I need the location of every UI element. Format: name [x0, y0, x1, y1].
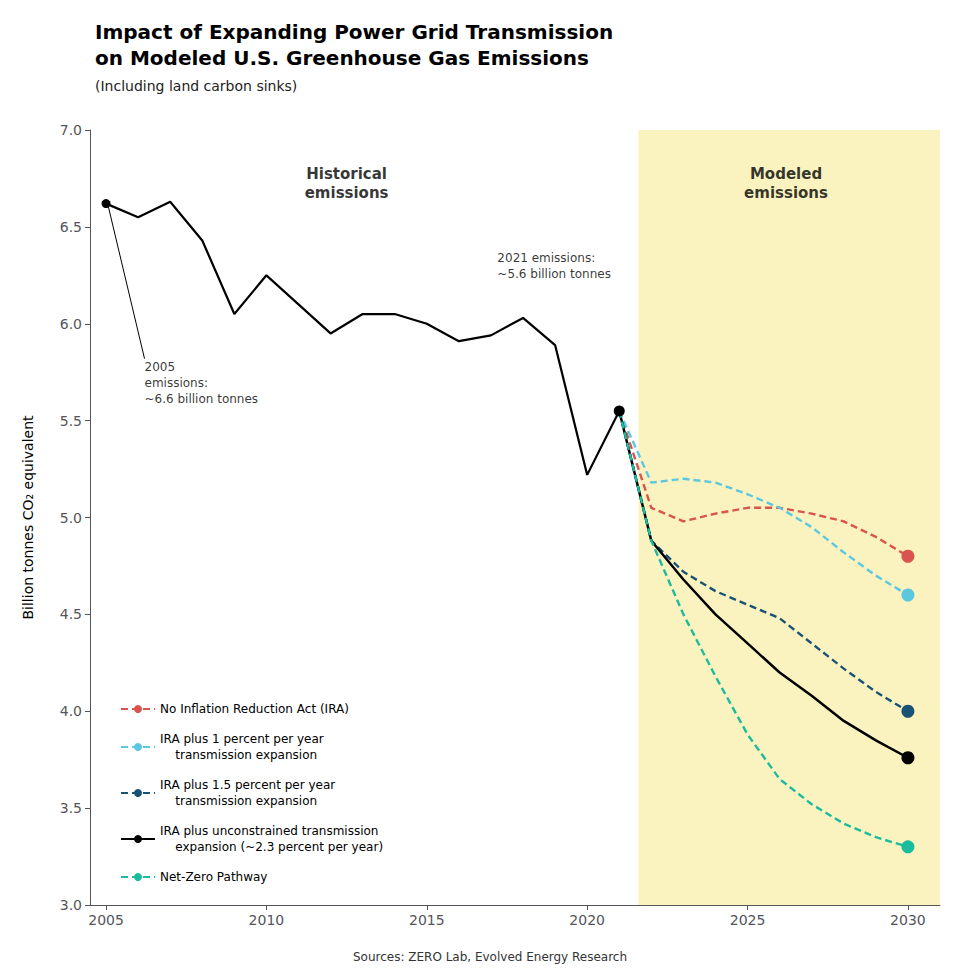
svg-text:Historical: Historical: [306, 165, 387, 183]
svg-text:2010: 2010: [249, 912, 285, 928]
svg-text:transmission expansion: transmission expansion: [160, 794, 317, 808]
svg-text:emissions: emissions: [744, 184, 828, 202]
svg-text:Sources: ZERO Lab, Evolved Ene: Sources: ZERO Lab, Evolved Energy Resear…: [353, 950, 627, 964]
svg-text:Net-Zero Pathway: Net-Zero Pathway: [160, 870, 267, 884]
svg-text:2005: 2005: [145, 360, 176, 374]
svg-text:2020: 2020: [569, 912, 605, 928]
svg-text:expansion (~2.3 percent per ye: expansion (~2.3 percent per year): [160, 840, 383, 854]
svg-text:6.5: 6.5: [60, 219, 82, 235]
svg-text:2021 emissions:: 2021 emissions:: [497, 251, 595, 265]
svg-text:3.5: 3.5: [60, 800, 82, 816]
svg-text:on Modeled U.S. Greenhouse Gas: on Modeled U.S. Greenhouse Gas Emissions: [95, 46, 589, 70]
svg-text:Billion tonnes CO₂ equivalent: Billion tonnes CO₂ equivalent: [20, 415, 36, 620]
svg-text:5.0: 5.0: [60, 510, 82, 526]
svg-text:IRA plus unconstrained transmi: IRA plus unconstrained transmission: [160, 824, 378, 838]
svg-text:7.0: 7.0: [60, 122, 82, 138]
svg-text:~6.6 billion tonnes: ~6.6 billion tonnes: [145, 392, 259, 406]
svg-text:2015: 2015: [409, 912, 445, 928]
svg-text:IRA plus 1 percent per year: IRA plus 1 percent per year: [160, 732, 324, 746]
svg-text:2030: 2030: [890, 912, 926, 928]
svg-text:3.0: 3.0: [60, 897, 82, 913]
svg-text:emissions:: emissions:: [145, 376, 209, 390]
svg-text:IRA plus 1.5 percent per year: IRA plus 1.5 percent per year: [160, 778, 335, 792]
svg-text:4.0: 4.0: [60, 703, 82, 719]
svg-text:6.0: 6.0: [60, 316, 82, 332]
svg-text:2025: 2025: [730, 912, 766, 928]
svg-text:~5.6 billion tonnes: ~5.6 billion tonnes: [497, 267, 611, 281]
svg-text:Impact of Expanding Power Grid: Impact of Expanding Power Grid Transmiss…: [95, 20, 613, 44]
svg-text:transmission expansion: transmission expansion: [160, 748, 317, 762]
svg-text:Modeled: Modeled: [750, 165, 822, 183]
svg-text:No Inflation Reduction Act (IR: No Inflation Reduction Act (IRA): [160, 702, 349, 716]
svg-text:2005: 2005: [88, 912, 124, 928]
svg-text:4.5: 4.5: [60, 606, 82, 622]
svg-text:emissions: emissions: [305, 184, 389, 202]
svg-text:(Including land carbon sinks): (Including land carbon sinks): [95, 78, 297, 94]
svg-text:5.5: 5.5: [60, 413, 82, 429]
